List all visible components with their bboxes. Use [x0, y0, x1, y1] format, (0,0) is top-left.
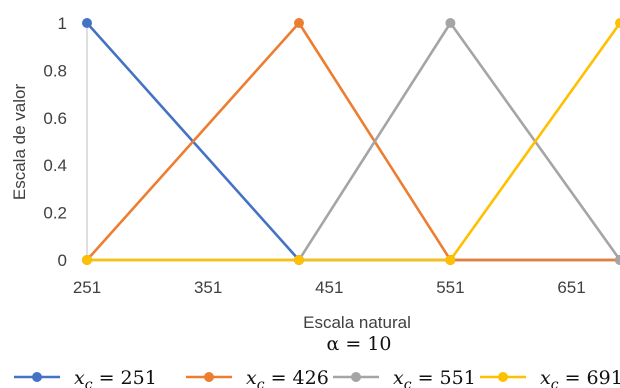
legend-swatch-marker: [32, 372, 42, 382]
legend-swatch-marker: [204, 372, 214, 382]
series-line-4: [87, 22, 620, 262]
legend-swatch-marker: [498, 372, 508, 382]
data-point: [445, 255, 456, 265]
data-point: [82, 18, 92, 28]
y-axis-title: Escala de valor: [10, 84, 29, 201]
legend-label: xc = 691: [540, 367, 620, 388]
legend-label: xc = 251: [74, 367, 157, 388]
data-point: [615, 255, 620, 265]
series-line-2: [86, 21, 620, 262]
legend-label: xc = 551: [393, 367, 476, 388]
chart-legend: xc = 251 xc = 426 xc = 551 xc = 691: [14, 367, 620, 388]
legend-swatch-marker: [351, 372, 361, 382]
y-tick-label: 0.2: [43, 204, 67, 223]
series-lines: [86, 21, 620, 262]
data-point: [293, 255, 304, 265]
y-tick-labels: 0 0.2 0.4 0.6 0.8 1: [43, 14, 67, 270]
y-tick-label: 0.6: [43, 109, 67, 128]
legend-label: xc = 426: [246, 367, 329, 388]
x-tick-label: 651: [557, 278, 585, 297]
x-tick-label: 251: [73, 278, 101, 297]
data-point: [293, 18, 304, 28]
series-line-3: [87, 21, 620, 262]
x-tick-label: 551: [436, 278, 464, 297]
series-line-1: [86, 22, 620, 262]
x-axis-title: Escala natural: [303, 313, 411, 332]
y-tick-label: 0.8: [43, 61, 67, 80]
x-tick-label: 351: [194, 278, 222, 297]
x-tick-label: 451: [315, 278, 343, 297]
data-point: [445, 18, 456, 28]
series-markers: [82, 18, 620, 265]
x-tick-labels: 251 351 451 551 651: [73, 278, 586, 297]
data-point: [82, 255, 92, 265]
y-tick-label: 0.4: [43, 156, 67, 175]
y-tick-label: 0: [58, 251, 67, 270]
y-tick-label: 1: [58, 14, 67, 33]
data-point: [615, 18, 620, 28]
alpha-annotation: α = 10: [326, 333, 391, 355]
